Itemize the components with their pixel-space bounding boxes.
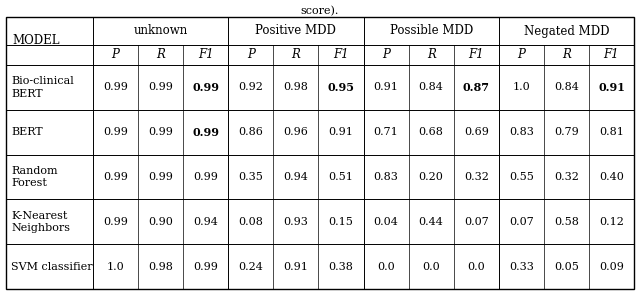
Text: P: P bbox=[111, 48, 120, 61]
Text: 0.44: 0.44 bbox=[419, 217, 444, 227]
Text: 0.15: 0.15 bbox=[328, 217, 353, 227]
Text: F1: F1 bbox=[604, 48, 620, 61]
Text: 0.20: 0.20 bbox=[419, 172, 444, 182]
Text: P: P bbox=[247, 48, 255, 61]
Text: Positive MDD: Positive MDD bbox=[255, 24, 336, 37]
Text: 0.90: 0.90 bbox=[148, 217, 173, 227]
Text: 0.83: 0.83 bbox=[509, 127, 534, 137]
Text: 0.33: 0.33 bbox=[509, 262, 534, 272]
Text: 0.87: 0.87 bbox=[463, 82, 490, 93]
Text: R: R bbox=[562, 48, 571, 61]
Text: 0.86: 0.86 bbox=[238, 127, 263, 137]
Text: 0.99: 0.99 bbox=[192, 127, 220, 138]
Text: 0.05: 0.05 bbox=[554, 262, 579, 272]
Text: BERT: BERT bbox=[11, 127, 43, 137]
Text: 0.79: 0.79 bbox=[554, 127, 579, 137]
Text: F1: F1 bbox=[198, 48, 214, 61]
Text: P: P bbox=[382, 48, 390, 61]
Text: 0.09: 0.09 bbox=[599, 262, 624, 272]
Text: 0.99: 0.99 bbox=[103, 172, 128, 182]
Text: F1: F1 bbox=[468, 48, 484, 61]
Text: 0.99: 0.99 bbox=[103, 217, 128, 227]
Text: 0.91: 0.91 bbox=[598, 82, 625, 93]
Text: 0.83: 0.83 bbox=[374, 172, 399, 182]
Text: 0.95: 0.95 bbox=[328, 82, 355, 93]
Text: R: R bbox=[427, 48, 436, 61]
Text: F1: F1 bbox=[333, 48, 349, 61]
Text: P: P bbox=[517, 48, 525, 61]
Text: 0.55: 0.55 bbox=[509, 172, 534, 182]
Text: 0.24: 0.24 bbox=[238, 262, 263, 272]
Text: 0.99: 0.99 bbox=[148, 82, 173, 92]
Text: K-Nearest
Neighbors: K-Nearest Neighbors bbox=[11, 211, 70, 233]
Text: 0.07: 0.07 bbox=[509, 217, 534, 227]
Text: unknown: unknown bbox=[134, 24, 188, 37]
Text: 0.84: 0.84 bbox=[419, 82, 444, 92]
Text: 0.99: 0.99 bbox=[103, 127, 128, 137]
Text: 1.0: 1.0 bbox=[107, 262, 124, 272]
Text: 0.98: 0.98 bbox=[148, 262, 173, 272]
Text: 0.38: 0.38 bbox=[328, 262, 353, 272]
Text: 0.99: 0.99 bbox=[192, 82, 220, 93]
Text: SVM classifier: SVM classifier bbox=[11, 262, 93, 272]
Text: 0.32: 0.32 bbox=[464, 172, 489, 182]
Text: Possible MDD: Possible MDD bbox=[390, 24, 473, 37]
Text: 0.51: 0.51 bbox=[328, 172, 353, 182]
Text: Bio-clinical
BERT: Bio-clinical BERT bbox=[11, 76, 74, 99]
Text: 0.98: 0.98 bbox=[284, 82, 308, 92]
Text: 0.93: 0.93 bbox=[284, 217, 308, 227]
Text: R: R bbox=[291, 48, 300, 61]
Text: 0.81: 0.81 bbox=[599, 127, 624, 137]
Text: 0.99: 0.99 bbox=[103, 82, 128, 92]
Text: 0.0: 0.0 bbox=[467, 262, 485, 272]
Text: 0.40: 0.40 bbox=[599, 172, 624, 182]
Text: 0.12: 0.12 bbox=[599, 217, 624, 227]
Text: 0.92: 0.92 bbox=[238, 82, 263, 92]
Text: 0.99: 0.99 bbox=[148, 172, 173, 182]
Text: R: R bbox=[156, 48, 165, 61]
Text: 0.99: 0.99 bbox=[193, 262, 218, 272]
Text: 0.91: 0.91 bbox=[374, 82, 399, 92]
Text: 0.99: 0.99 bbox=[148, 127, 173, 137]
Text: 0.0: 0.0 bbox=[377, 262, 395, 272]
Text: 0.07: 0.07 bbox=[464, 217, 488, 227]
Text: 0.69: 0.69 bbox=[464, 127, 489, 137]
Text: score).: score). bbox=[301, 6, 339, 16]
Text: 1.0: 1.0 bbox=[513, 82, 530, 92]
Text: 0.04: 0.04 bbox=[374, 217, 399, 227]
Text: 0.68: 0.68 bbox=[419, 127, 444, 137]
Text: 0.35: 0.35 bbox=[238, 172, 263, 182]
Text: 0.99: 0.99 bbox=[193, 172, 218, 182]
Text: Negated MDD: Negated MDD bbox=[524, 24, 609, 37]
Text: 0.08: 0.08 bbox=[238, 217, 263, 227]
Text: 0.94: 0.94 bbox=[193, 217, 218, 227]
Text: 0.0: 0.0 bbox=[422, 262, 440, 272]
Text: 0.84: 0.84 bbox=[554, 82, 579, 92]
Text: 0.96: 0.96 bbox=[284, 127, 308, 137]
Text: 0.32: 0.32 bbox=[554, 172, 579, 182]
Text: MODEL: MODEL bbox=[12, 35, 60, 47]
Text: 0.91: 0.91 bbox=[284, 262, 308, 272]
Text: 0.94: 0.94 bbox=[284, 172, 308, 182]
Text: 0.91: 0.91 bbox=[328, 127, 353, 137]
Text: 0.58: 0.58 bbox=[554, 217, 579, 227]
Text: 0.71: 0.71 bbox=[374, 127, 399, 137]
Text: Random
Forest: Random Forest bbox=[11, 166, 58, 188]
